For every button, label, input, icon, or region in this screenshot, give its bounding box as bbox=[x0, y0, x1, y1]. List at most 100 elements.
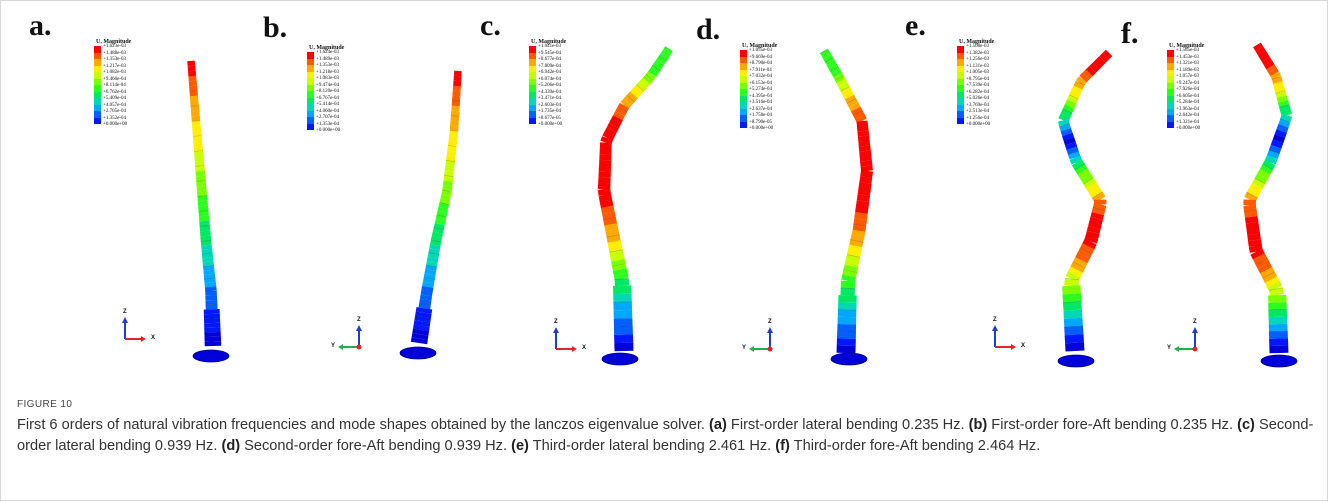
mesh-line bbox=[1063, 136, 1075, 142]
legend-swatch bbox=[529, 59, 536, 66]
tower-segment bbox=[851, 229, 866, 238]
legend-title: U, Magnitude bbox=[742, 43, 778, 49]
legend-value: +7.911e-04 bbox=[749, 67, 772, 73]
legend-value: +0.000e+00 bbox=[103, 122, 128, 127]
tower-segment bbox=[421, 285, 434, 293]
legend-swatch bbox=[307, 78, 314, 85]
mesh-line bbox=[658, 55, 667, 62]
legend-value: +5.409e-04 bbox=[103, 96, 126, 101]
legend-value: +6.074e-04 bbox=[538, 76, 561, 82]
tower-segment bbox=[1257, 168, 1271, 180]
tower-segment bbox=[608, 245, 623, 253]
tower-foundation bbox=[601, 352, 639, 366]
legend-swatch bbox=[307, 91, 314, 98]
mesh-line bbox=[1255, 257, 1268, 265]
legend-swatch bbox=[957, 65, 964, 72]
tower-segment bbox=[1271, 76, 1283, 84]
legend-color-bar bbox=[1167, 50, 1174, 128]
tower-segment bbox=[860, 165, 873, 172]
tower-segment bbox=[1248, 244, 1263, 253]
tower-segment bbox=[1245, 221, 1260, 230]
legend-value: +5.274e-04 bbox=[749, 87, 772, 92]
tower-segment bbox=[1276, 95, 1288, 103]
tower-segment bbox=[844, 94, 857, 104]
legend-value: +3.963e-04 bbox=[1176, 106, 1199, 112]
tower-segment bbox=[857, 188, 871, 196]
axis-label-horizontal: Y bbox=[331, 343, 336, 349]
tower-segment bbox=[850, 234, 865, 243]
mesh-line bbox=[829, 66, 839, 72]
tower-segment bbox=[658, 52, 669, 62]
legend-value: +1.735e-04 bbox=[538, 109, 561, 114]
legend-value: +1.489e-03 bbox=[316, 56, 339, 62]
mesh-line bbox=[1275, 90, 1286, 94]
legend-swatch bbox=[529, 46, 536, 53]
legend-swatch bbox=[94, 98, 101, 105]
figure-caption: First 6 orders of natural vibration freq… bbox=[17, 415, 1317, 456]
mesh-line bbox=[1074, 163, 1085, 171]
tower-segment bbox=[435, 214, 447, 222]
tower-segment bbox=[844, 259, 860, 268]
color-legend: U, Magnitude +1.508e-03 +1.382e-03 +1.256e-… bbox=[957, 39, 994, 131]
tower-segment bbox=[410, 337, 428, 345]
mesh-line bbox=[197, 195, 208, 197]
legend-swatch bbox=[307, 123, 314, 130]
color-legend: U, Magnitude +1.623e-03 +1.488e-03 +1.353e-… bbox=[94, 39, 131, 131]
tower-segment bbox=[846, 249, 862, 258]
tower-foundation bbox=[1260, 354, 1298, 368]
mesh-line bbox=[192, 135, 202, 137]
tower-segment bbox=[825, 57, 835, 66]
tower-segment bbox=[1279, 104, 1291, 113]
tower-segment bbox=[853, 110, 865, 120]
mesh-line bbox=[450, 115, 460, 117]
legend-swatch bbox=[1167, 121, 1174, 128]
mesh-line bbox=[195, 165, 205, 167]
tower-segment bbox=[1092, 202, 1107, 211]
tower-segment bbox=[1272, 134, 1286, 144]
legend-value: +5.414e-04 bbox=[316, 102, 339, 107]
tower-segment bbox=[611, 263, 627, 272]
tower-segment bbox=[858, 140, 871, 147]
tower-segment bbox=[1062, 104, 1075, 114]
caption-item-text: First-order fore-Aft bending 0.235 Hz. bbox=[991, 417, 1234, 433]
tower-segment bbox=[1262, 159, 1276, 170]
tower-segment bbox=[823, 54, 834, 63]
legend-value: +8.790e-05 bbox=[749, 119, 772, 125]
tower-segment bbox=[613, 111, 625, 121]
tower-segment bbox=[611, 258, 626, 267]
legend-value: +1.189e-03 bbox=[1176, 67, 1199, 73]
tower-segment bbox=[1086, 65, 1097, 76]
legend-value: +0.000e+00 bbox=[538, 122, 563, 127]
tower-segment bbox=[1275, 90, 1287, 99]
mesh-line bbox=[1064, 325, 1083, 328]
tower-segment bbox=[414, 315, 431, 323]
mesh-line bbox=[604, 131, 615, 137]
axis-label-up: Z bbox=[554, 319, 558, 325]
legend-swatch bbox=[957, 78, 964, 85]
tower-segment bbox=[857, 135, 870, 142]
tower-segment bbox=[829, 66, 841, 75]
mesh-line bbox=[454, 70, 462, 72]
caption-item-text: Third-order lateral bending 2.461 Hz. bbox=[532, 437, 772, 454]
caption-item-text: Third-order fore-Aft bending 2.464 Hz. bbox=[793, 437, 1041, 454]
tower-segment bbox=[1064, 141, 1078, 151]
legend-value: +1.352e-04 bbox=[103, 115, 126, 121]
legend-swatch bbox=[1167, 69, 1174, 76]
tower-segment bbox=[1095, 56, 1106, 67]
tower-segment bbox=[831, 69, 842, 78]
tower-segment bbox=[1088, 221, 1102, 230]
tower-segment bbox=[1266, 64, 1277, 73]
mesh-line bbox=[1246, 191, 1258, 199]
panel-letter: c. bbox=[480, 9, 501, 42]
legend-color-bar bbox=[307, 52, 314, 130]
tower-segment bbox=[636, 81, 648, 92]
tower-segment bbox=[429, 244, 441, 251]
tower-segment bbox=[438, 202, 450, 209]
tower-segment bbox=[1259, 164, 1273, 175]
mesh-line bbox=[611, 263, 626, 267]
tower-segment bbox=[1084, 235, 1099, 244]
tower-segment bbox=[608, 119, 621, 129]
mesh-line bbox=[189, 90, 198, 92]
